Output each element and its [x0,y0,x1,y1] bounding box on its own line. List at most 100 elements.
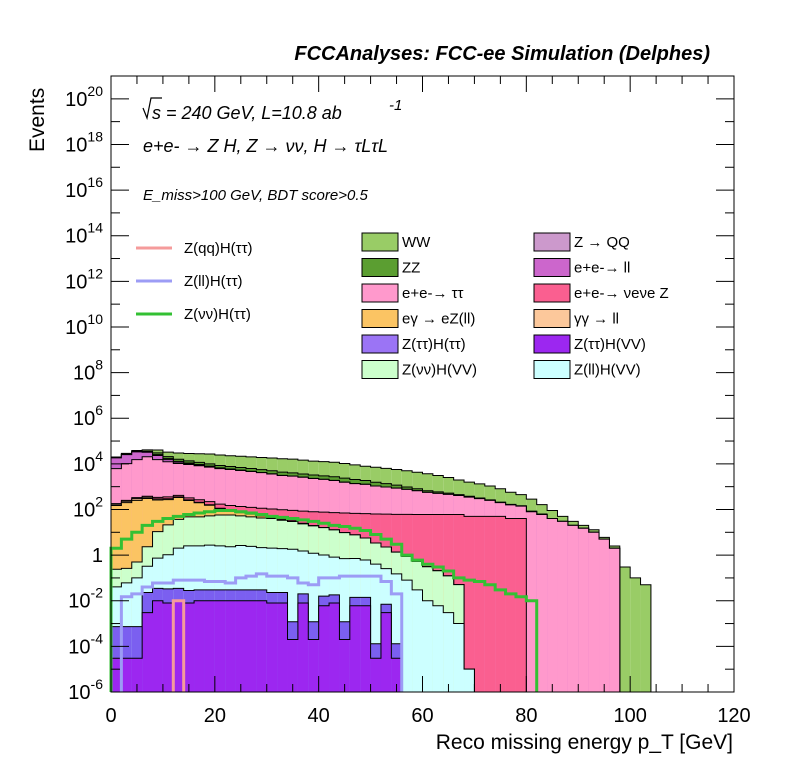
legend-label-ww: WW [402,234,431,251]
bar-e-e [578,528,589,692]
bar-z-h-vv [308,639,319,692]
legend-label-e-e-ll: e+e-→ ll [574,260,630,277]
bar-z-ll-h-vv [412,589,423,692]
line-z-qq-h [171,599,186,692]
y-tick-label: 102 [73,493,103,521]
sqrt-icon [142,97,162,121]
bar-e-e [536,514,548,692]
bar-z-h-vv [173,600,184,692]
annotation-process: e+e- → Z H, Z → νν, H → τLτL [143,136,388,156]
y-axis-label: Events [26,88,49,152]
bar-z-ll-h-vv [422,600,433,692]
y-tick-label: 106 [73,402,103,430]
series-z-h-vv [110,600,403,692]
y-tick-label: 10-6 [68,676,103,704]
legend-swatch-z-h [361,334,399,354]
x-tick-label: 40 [308,705,330,727]
outline-z-h [110,587,403,692]
legend-label-ll: γγ → ll [574,311,619,328]
x-axis-label: Reco missing energy p_T [GeV] [436,731,733,754]
legend-label-e-e-e-e-z: e+e-→ νeνe Z [574,285,669,302]
y-tick-label: 1018 [65,128,103,156]
bar-z-h-vv [142,612,153,692]
bar-z-h-vv [297,602,309,692]
legend-label-e-e: e+e-→ ττ [402,285,464,302]
legend-swatch-zz [361,258,399,277]
bar-e-e-e-e-z [505,518,516,692]
bar-z-h-vv [111,658,122,692]
x-tick-label: 20 [204,705,226,727]
bar-e-e [609,548,620,692]
y-tick-label: 1014 [65,220,103,248]
bar-z-h-vv [360,605,371,692]
annotation-cut: E_miss>100 GeV, BDT score>0.5 [143,187,368,204]
legend-swatch-e-e-ll [533,258,571,277]
outline-e-e-e-e-z [110,494,527,692]
bar-z-h-vv [349,605,361,692]
bar-z-h-vv [194,600,205,692]
legend: Z(qq)H(ττ) Z(ll)H(ττ) Z(νν)H(ττ) WW ZZ e+e-→ … [136,232,669,379]
bar-e-e [547,518,558,692]
bar-z-h-vv [235,600,246,692]
bar-z-h-vv [152,600,163,692]
bar-z-h-vv [339,639,350,692]
x-tick-label: 120 [717,705,750,727]
legend-label-zz: ZZ [402,260,420,277]
outline-ww [110,449,652,692]
axis-ticks: 0 20 40 60 80 100 120 1020 1018 1016 1014 1012 1010 1… [65,75,751,727]
chart-title: FCCAnalyses: FCC-ee Simulation (Delphes) [294,43,710,65]
bar-z-h-vv [391,658,402,692]
outline-e-e [110,456,621,692]
y-tick-label: 108 [73,357,103,385]
bar-e-e-e-e-z [515,518,527,692]
legend-label-z-qq: Z → QQ [574,234,630,251]
bar-e-e-e-e-z [495,516,506,692]
line-z-ll-h [119,572,404,692]
x-tick-label: 80 [515,705,537,727]
bar-z-h-vv [183,602,195,692]
annotation-sqrt-s: s = 240 GeV, L=10.8 ab -1 [142,97,402,123]
legend-swatch-z-ll-h-vv [533,360,571,379]
bar-e-e [557,521,568,692]
bar-z-h-vv [245,600,257,692]
bar-e-e-e-e-z [474,516,485,692]
legend-label-z-ll-h-vv: Z(ll)H(VV) [574,362,641,379]
y-tick-label: 1 [92,545,103,567]
bar-z-h-vv [318,605,330,692]
bar-z-h-vv [277,602,288,692]
bar-z-ll-h-vv [453,623,465,692]
legend-swatch-z-h-vv [533,334,571,354]
legend-swatch-e-e-e-e-z [533,283,571,303]
bar-z-h-vv [329,602,340,692]
stacked-histograms [110,449,652,692]
bar-ww [630,577,641,692]
bar-e-e [567,525,579,692]
bar-z-h-vv [256,600,267,692]
x-tick-label: 100 [613,705,646,727]
legend-swatch-ll [533,309,571,328]
annotation-lumi-exponent: -1 [389,97,402,114]
y-tick-label: 10-4 [68,630,103,658]
annotation-energy-lumi: s = 240 GeV, L=10.8 ab [152,103,342,123]
bar-z-h-vv [214,600,226,692]
signal-lines [109,509,539,692]
bar-z-ll-h-vv [391,573,402,692]
y-tick-label: 1012 [65,265,103,293]
bar-z-h-vv [162,602,174,692]
bar-e-e-e-e-z [484,516,496,692]
bar-z-ll-h-vv [287,549,298,692]
legend-label-z-h: Z(ττ)H(ττ) [402,336,466,353]
outline-z-h-vv [110,600,403,692]
bar-ww [619,567,631,692]
bar-z-h-vv [131,658,143,692]
legend-swatch-e-e [361,283,399,303]
legend-label-z-h: Z(νν)H(ττ) [184,306,251,323]
legend-label-e-ez-ll: eγ → eZ(ll) [402,311,475,328]
x-tick-label: 0 [105,705,116,727]
bar-z-ll-h-vv [370,564,381,692]
bar-z-h-vv [380,612,392,692]
legend-label-z-h-vv: Z(ττ)H(VV) [574,336,646,353]
bar-z-h-vv [266,602,278,692]
bar-z-h-vv [287,639,298,692]
